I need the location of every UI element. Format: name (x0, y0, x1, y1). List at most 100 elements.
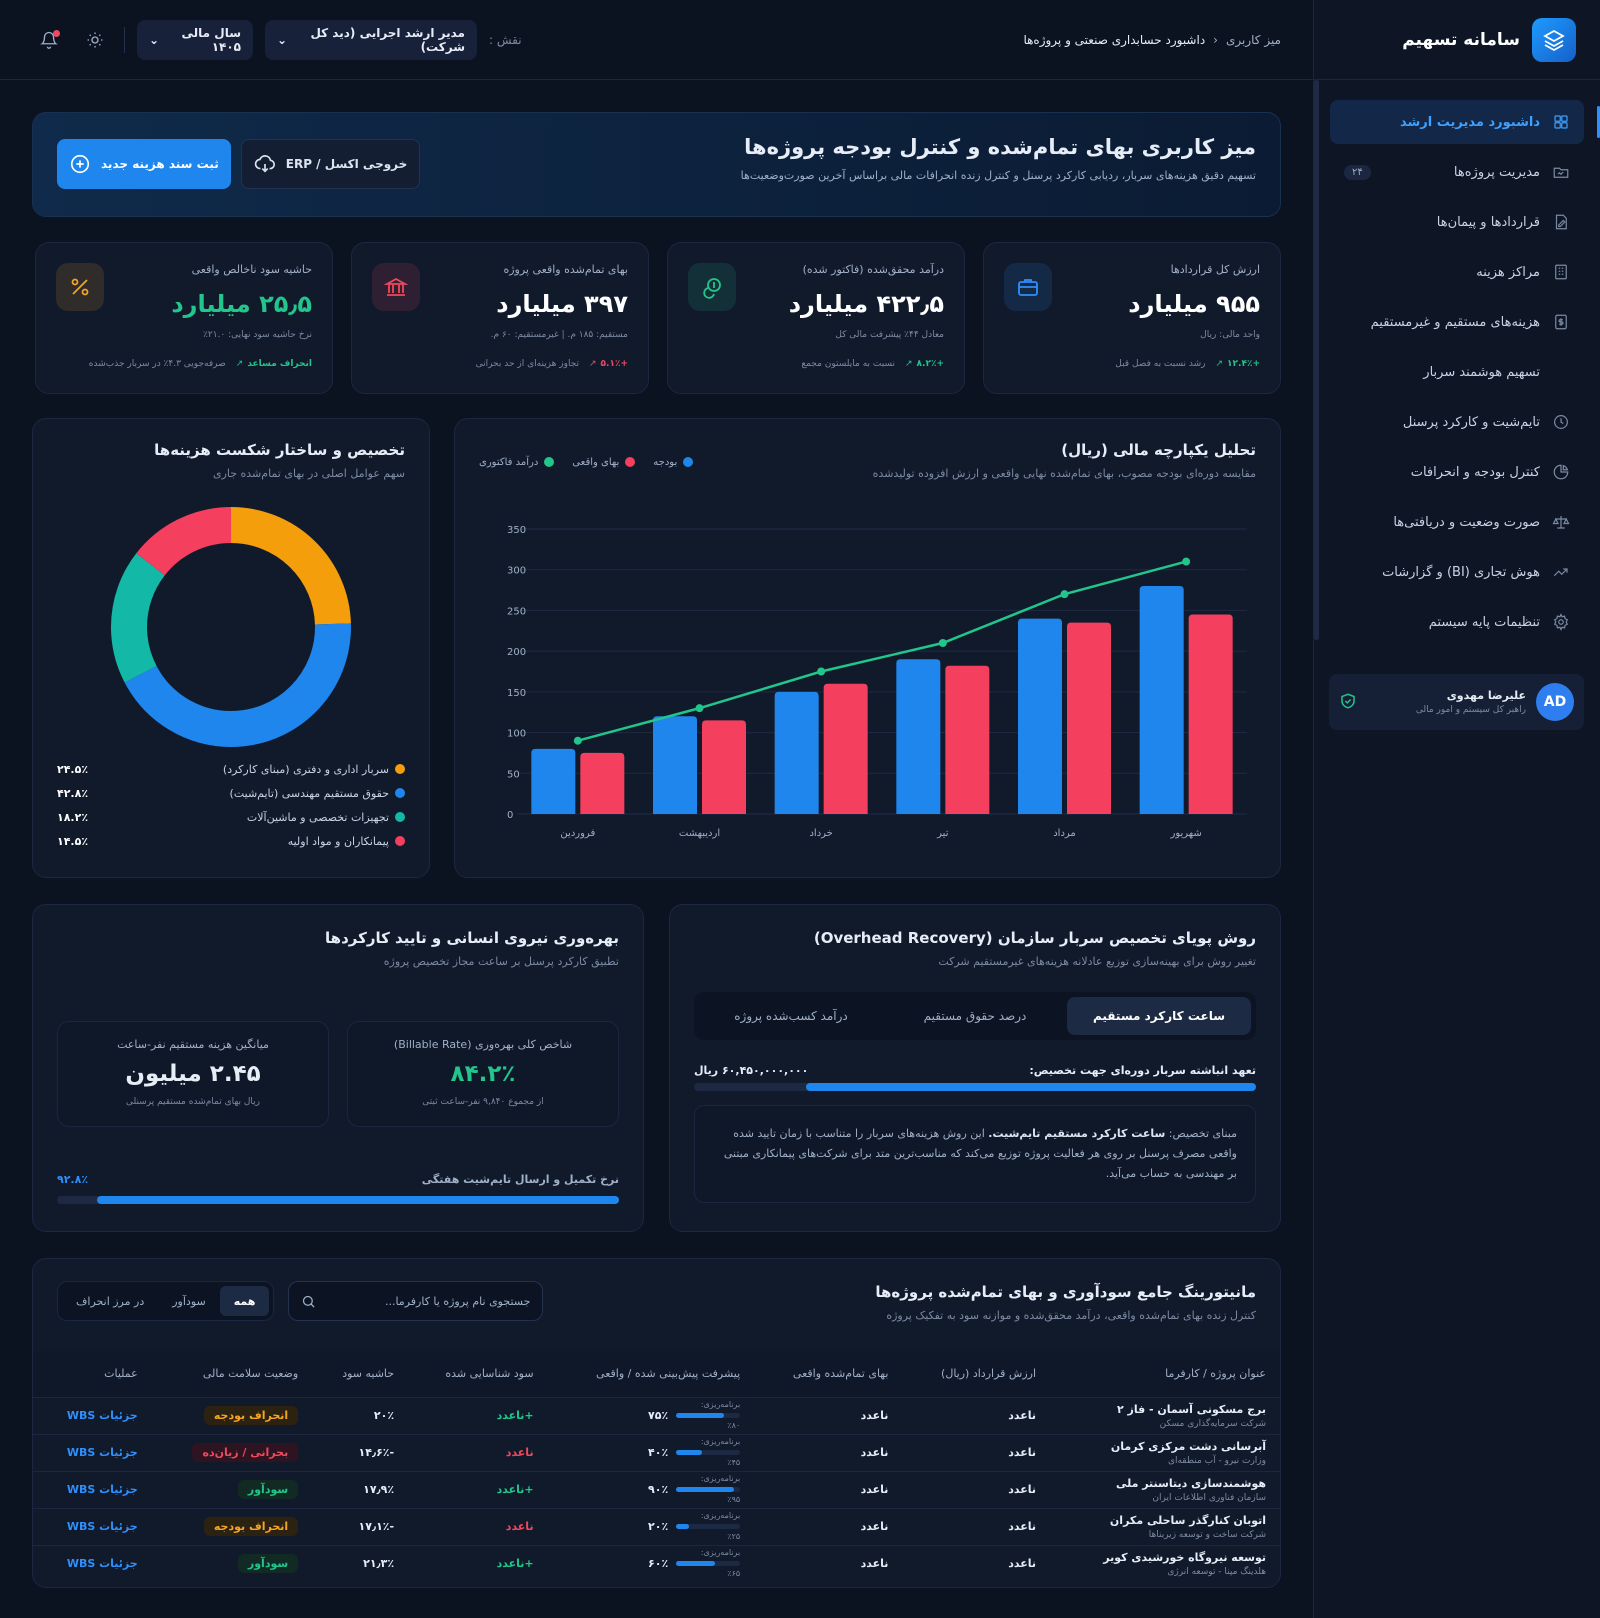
legend-label: درآمد فاکتوری (479, 457, 539, 468)
kpi-delta: +۵.۱٪ (600, 359, 628, 369)
y-tick-label: 350 (507, 525, 526, 536)
wbs-details-link[interactable]: جزئیات WBS (66, 1446, 138, 1459)
bar-1-5 (1188, 614, 1233, 814)
kpi-title: ارزش کل قراردادها (1170, 263, 1260, 276)
commit-progress-fill (806, 1083, 1256, 1091)
hourly-cost-stat: میانگین هزینه مستقیم نفر-ساعت ۲.۴۵ میلیو… (57, 1021, 329, 1127)
trend-arrow-icon: ↗ (1215, 359, 1224, 369)
finance-chart-card: تحلیل یکپارچه مالی (ریال) مقایسه دوره‌ای… (454, 418, 1281, 878)
overhead-card: روش پویای تخصیص سربار سازمان (Overhead R… (669, 904, 1281, 1232)
donut-slice-2 (111, 507, 351, 747)
plus-circle-icon (70, 154, 90, 174)
line-point (1182, 557, 1191, 566)
sidebar-item-9[interactable]: هوش تجاری (BI) و گزارشات (1330, 550, 1584, 594)
y-tick-label: 50 (507, 769, 520, 780)
sidebar-item-2[interactable]: قراردادها و پیمان‌ها (1330, 200, 1584, 244)
progress-fill (676, 1450, 702, 1455)
breadcrumb-root[interactable]: میز کاربری (1225, 32, 1281, 47)
overhead-tab-1[interactable]: درصد حقوق مستقیم (923, 1009, 1027, 1023)
sidebar-item-1[interactable]: مدیریت پروژه‌ها ۲۴ (1330, 150, 1584, 194)
donut-legend-item: سربار اداری و دفتری (مبنای کارکرد) ۲۴.۵٪ (57, 757, 405, 781)
sidebar-item-5[interactable]: تسهیم هوشمند سربار (1330, 350, 1584, 394)
timesheet-progress (57, 1196, 619, 1204)
brand: سامانه تسهیم (1314, 0, 1600, 80)
sidebar-item-4[interactable]: هزینه‌های مستقیم و غیرمستقیم (1330, 300, 1584, 344)
project-name[interactable]: اتوبان کنارگذر ساحلی مکران (1109, 1513, 1266, 1527)
search-input[interactable] (326, 1294, 531, 1308)
progress-track: برنامه‌ریزی: ٪۲۵ (676, 1511, 741, 1541)
sidebar-item-6[interactable]: تایم‌شیت و کارکرد پرسنل (1330, 400, 1584, 444)
bar-0-3 (896, 659, 941, 814)
filter-tab-2[interactable]: در مرز انحراف (76, 1294, 145, 1308)
kpi-delta: +۸.۲٪ (916, 359, 944, 369)
avatar: AD (1536, 683, 1574, 721)
notifications-button[interactable] (32, 23, 66, 57)
sidebar-item-7[interactable]: کنترل بودجه و انحرافات (1330, 450, 1584, 494)
bar-0-2 (774, 691, 819, 814)
project-search[interactable] (288, 1281, 544, 1321)
progress-fill (676, 1413, 725, 1418)
sidebar-item-label: تسهیم هوشمند سربار (1423, 364, 1540, 380)
role-value: مدیر ارشد اجرایی (دید کل شرکت) (310, 25, 465, 54)
wbs-details-link[interactable]: جزئیات WBS (66, 1409, 138, 1422)
user-card[interactable]: AD علیرضا مهدوی راهبر کل سیستم و امور ما… (1329, 674, 1584, 730)
wbs-details-link[interactable]: جزئیات WBS (66, 1557, 138, 1571)
legend-label: بهای واقعی (572, 457, 620, 468)
filter-tab-1[interactable]: سودآور (172, 1294, 206, 1308)
fiscal-year-select[interactable]: سال مالی ۱۴۰۵ ⌄ (137, 19, 253, 60)
overhead-desc: تغییر روش برای بهینه‌سازی توزیع عادلانه … (938, 955, 1256, 968)
sidebar-item-10[interactable]: تنظیمات پایه سیستم (1330, 600, 1584, 644)
filter-tab-0[interactable]: همه (219, 1286, 270, 1316)
actual-cost: ناعدد (754, 1433, 903, 1471)
donut-legend-item: پیمانکاران و مواد اولیه ۱۴.۵٪ (57, 829, 405, 853)
kpi-delta: انحراف مساعد (247, 359, 312, 369)
breadcrumb-current: داشبورد حسابداری صنعتی و پروژه‌ها (1023, 32, 1206, 47)
legend-swatch (395, 788, 405, 798)
project-name[interactable]: توسعه نیروگاه خورشیدی کویر (1103, 1550, 1266, 1564)
theme-toggle-button[interactable] (78, 23, 112, 57)
productivity-title: بهره‌وری نیروی انسانی و تایید کارکردها (325, 929, 619, 947)
actual-progress: ۹۰٪ (648, 1483, 669, 1496)
contract-edit-icon (1552, 213, 1570, 231)
overhead-tab-0[interactable]: ساعت کارکرد مستقیم (1067, 997, 1251, 1035)
hero-banner: میز کاربری بهای تمام‌شده و کنترل بودجه پ… (32, 112, 1281, 217)
wbs-details-link[interactable]: جزئیات WBS (66, 1483, 138, 1496)
project-name[interactable]: آبرسانی دشت مرکزی کرمان (1110, 1439, 1266, 1453)
layers-logo-icon (1532, 17, 1576, 62)
plan-value: ٪۴۵ (727, 1458, 741, 1467)
sidebar-item-8[interactable]: صورت وضعیت و دریافتی‌ها (1330, 500, 1584, 544)
overhead-tab-2[interactable]: درآمد کسب‌شده پروژه (734, 1009, 848, 1023)
sidebar-item-0[interactable]: داشبورد مدیریت ارشد (1330, 100, 1600, 144)
bar-0-0 (531, 748, 576, 814)
wbs-details-link[interactable]: جزئیات WBS (66, 1520, 138, 1533)
cost-breakdown-card: تخصیص و ساختار شکست هزینه‌ها سهم عوامل ا… (32, 418, 430, 878)
kpi-title: حاشیه سود ناخالص واقعی (191, 263, 312, 276)
project-name[interactable]: هوشمندسازی دیتاسنتر ملی (1115, 1476, 1266, 1490)
export-erp-button[interactable]: خروجی اکسل / ERP (240, 139, 421, 189)
sidebar-item-3[interactable]: مراکز هزینه (1330, 250, 1584, 294)
plan-label: برنامه‌ریزی: (700, 1400, 741, 1409)
line-point (938, 639, 947, 647)
legend-swatch (395, 836, 405, 846)
role-select[interactable]: مدیر ارشد اجرایی (دید کل شرکت) ⌄ (265, 19, 477, 60)
project-name[interactable]: برج مسکونی آسمان - فاز ۲ (1116, 1402, 1266, 1416)
recognized-profit: ناعدد (408, 1507, 548, 1545)
bar-0-5 (1139, 586, 1184, 814)
progress-fill (676, 1487, 734, 1492)
sidebar-scrollbar[interactable] (1314, 80, 1319, 640)
actual-progress: ۶۰٪ (648, 1557, 669, 1571)
project-client: وزارت نیرو - آب منطقه‌ای (1167, 1455, 1266, 1466)
new-expense-button[interactable]: ثبت سند هزینه جدید (57, 139, 231, 189)
legend-swatch (395, 812, 405, 822)
y-tick-label: 0 (507, 810, 513, 821)
monitor-desc: کنترل زنده بهای تمام‌شده واقعی، درآمد مح… (886, 1309, 1256, 1322)
kpi-sub: واحد مالی: ریال (1200, 330, 1260, 340)
hourly-cost-title: میانگین هزینه مستقیم نفر-ساعت (117, 1038, 269, 1051)
y-tick-label: 100 (507, 729, 526, 740)
chart-legend: بودجه بهای واقعی درآمد فاکتوری (479, 457, 694, 468)
clock-icon (1552, 413, 1570, 431)
donut-legend-pct: ۱۸.۲٪ (57, 810, 89, 824)
x-tick-label: شهریور (1170, 828, 1202, 839)
profit-margin: ۲۱٫۳٪ (312, 1544, 409, 1582)
legend-item: درآمد فاکتوری (479, 457, 555, 468)
